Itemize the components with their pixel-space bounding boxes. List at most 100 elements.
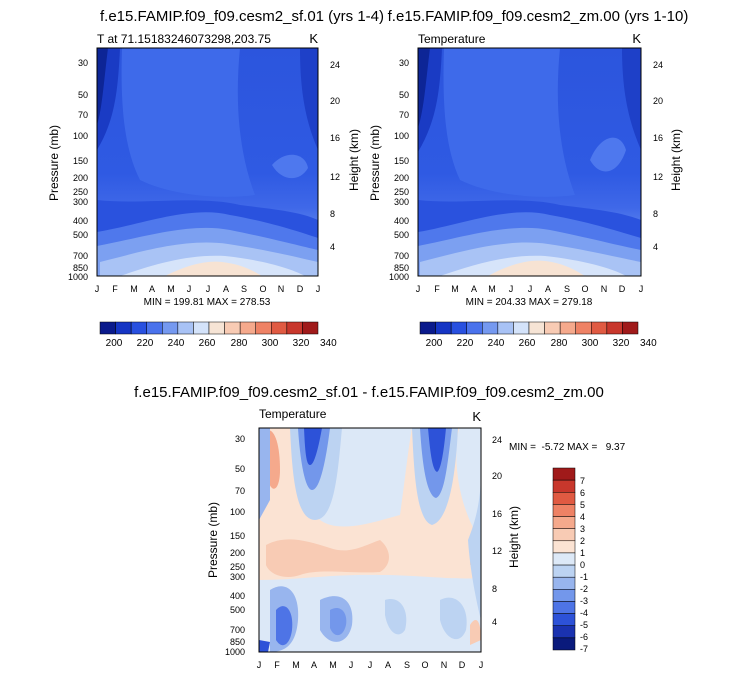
panel-sf01-title: f.e15.FAMIP.f09_f09.cesm2_sf.01 (yrs 1-4…: [100, 8, 384, 25]
y-tick: 300: [230, 572, 245, 582]
colorbar-label: 0: [580, 560, 585, 570]
y-tick: 30: [235, 434, 245, 444]
panel-diff-y-right-ticks: 24 20 16 12 8 4: [492, 435, 502, 627]
x-tick: O: [259, 284, 266, 294]
x-tick: A: [311, 660, 317, 670]
x-tick: J: [509, 284, 514, 294]
y-right-tick: 8: [492, 584, 497, 594]
y-right-tick: 4: [330, 242, 335, 252]
panel-zm00-ylabel-right: Height (km): [669, 129, 683, 191]
x-tick: J: [316, 284, 321, 294]
colorbar-label: -5: [580, 620, 588, 630]
colorbar-label: -3: [580, 596, 588, 606]
x-tick: D: [619, 284, 626, 294]
y-tick: 100: [230, 507, 245, 517]
y-tick: 400: [230, 591, 245, 601]
panel-zm00-y-right-ticks: 24 20 16 12 8 4: [653, 60, 663, 252]
colorbar-swatch: [552, 528, 576, 542]
x-tick: J: [639, 284, 644, 294]
colorbar-label: 220: [137, 338, 154, 349]
x-tick: O: [581, 284, 588, 294]
y-right-tick: 8: [653, 209, 658, 219]
y-tick: 850: [394, 263, 409, 273]
colorbar-label: 200: [106, 338, 123, 349]
x-tick: A: [149, 284, 155, 294]
y-tick: 300: [73, 197, 88, 207]
x-tick: S: [404, 660, 410, 670]
colorbar-swatch: [239, 321, 256, 335]
colorbar-label: 240: [168, 338, 185, 349]
y-right-tick: 24: [492, 435, 502, 445]
y-tick: 30: [78, 58, 88, 68]
colorbar-label: 6: [580, 488, 585, 498]
panel-zm00-frame: [417, 47, 642, 277]
colorbar-swatch: [435, 321, 452, 335]
colorbar-label: 260: [199, 338, 216, 349]
x-tick: J: [206, 284, 211, 294]
y-tick: 500: [73, 230, 88, 240]
y-tick: 250: [394, 187, 409, 197]
colorbar-label: -6: [580, 632, 588, 642]
colorbar-swatch: [559, 321, 576, 335]
x-tick: J: [349, 660, 354, 670]
colorbar-label: 3: [580, 524, 585, 534]
y-tick: 1000: [389, 272, 409, 282]
y-tick: 850: [73, 263, 88, 273]
y-right-tick: 8: [330, 209, 335, 219]
colorbar-swatch: [513, 321, 530, 335]
y-tick: 300: [394, 197, 409, 207]
y-tick: 30: [399, 58, 409, 68]
colorbar-label: 1: [580, 548, 585, 558]
panel-sf01-x-ticks: J F M A M J J A S O N D J: [95, 284, 321, 294]
colorbar-swatch: [552, 625, 576, 639]
panel-zm00-ylabel: Pressure (mb): [368, 125, 382, 201]
panel-sf01-subtitle: T at 71.15183246073298,203.75: [97, 32, 271, 46]
x-tick: A: [385, 660, 391, 670]
y-tick: 150: [230, 531, 245, 541]
colorbar-swatch: [224, 321, 241, 335]
colorbar-swatch: [286, 321, 303, 335]
colorbar-label: -7: [580, 644, 588, 654]
colorbar-label: -4: [580, 608, 588, 618]
colorbar-swatch: [130, 321, 147, 335]
y-right-tick: 12: [492, 546, 502, 556]
x-tick: M: [130, 284, 138, 294]
y-right-tick: 12: [330, 172, 340, 182]
panel-diff-title: f.e15.FAMIP.f09_f09.cesm2_sf.01 - f.e15.…: [134, 384, 604, 401]
y-right-tick: 16: [330, 133, 340, 143]
colorbar-swatch: [208, 321, 225, 335]
y-tick: 50: [78, 90, 88, 100]
y-tick: 200: [230, 548, 245, 558]
colorbar-swatch: [552, 540, 576, 554]
colorbar-swatch: [552, 467, 576, 481]
panel-sf01-frame: [96, 47, 319, 277]
colorbar-label: 320: [613, 338, 630, 349]
x-tick: A: [223, 284, 229, 294]
y-tick: 200: [73, 173, 88, 183]
x-tick: M: [488, 284, 496, 294]
colorbar-swatch: [552, 637, 576, 651]
y-tick: 500: [394, 230, 409, 240]
colorbar-label: 2: [580, 536, 585, 546]
colorbar-swatch: [591, 321, 608, 335]
x-tick: F: [434, 284, 440, 294]
panel-zm00: f.e15.FAMIP.f09_f09.cesm2_zm.00 (yrs 1-1…: [368, 8, 688, 349]
x-tick: J: [95, 284, 100, 294]
colorbar-swatch: [193, 321, 210, 335]
y-right-tick: 16: [492, 509, 502, 519]
colorbar-label: 220: [457, 338, 474, 349]
x-tick: D: [297, 284, 304, 294]
x-tick: F: [274, 660, 280, 670]
colorbar-swatch: [302, 321, 319, 335]
panel-zm00-units: K: [632, 31, 641, 46]
panel-sf01-contours: [97, 48, 318, 276]
y-right-tick: 16: [653, 133, 663, 143]
colorbar-label: -2: [580, 584, 588, 594]
y-tick: 850: [230, 637, 245, 647]
colorbar-label: 280: [231, 338, 248, 349]
panel-sf01-units: K: [309, 31, 318, 46]
y-tick: 150: [394, 156, 409, 166]
colorbar-swatch: [115, 321, 132, 335]
colorbar-label: 260: [519, 338, 536, 349]
y-tick: 50: [399, 90, 409, 100]
